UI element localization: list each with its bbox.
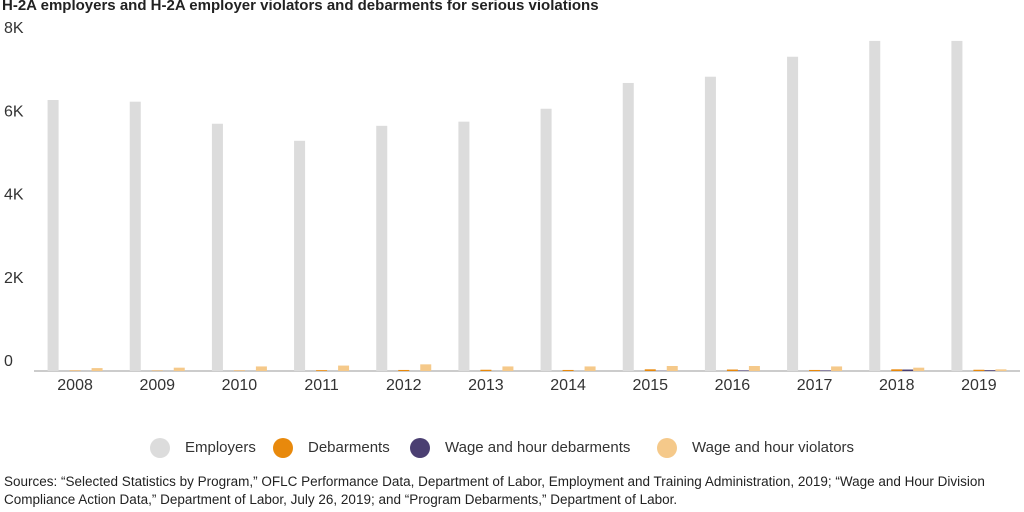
bar <box>458 121 470 371</box>
bar <box>869 40 881 371</box>
x-tick-label: 2009 <box>139 377 175 394</box>
x-tick-label: 2011 <box>304 377 339 394</box>
x-tick-label: 2017 <box>797 377 833 394</box>
legend-label: Wage and hour debarments <box>445 439 630 456</box>
bar <box>820 370 832 371</box>
bar <box>91 368 103 371</box>
legend-label: Employers <box>185 439 256 456</box>
bar <box>644 369 656 371</box>
x-tick-label: 2019 <box>961 377 997 394</box>
bar <box>902 369 914 371</box>
bar <box>737 370 749 371</box>
bar <box>376 125 388 371</box>
x-tick-label: 2013 <box>468 377 504 394</box>
x-tick-label: 2008 <box>57 377 93 394</box>
legend-swatch <box>150 438 170 458</box>
bar <box>984 370 996 371</box>
bar <box>173 367 185 371</box>
bar <box>995 369 1007 371</box>
x-tick-label: 2016 <box>715 377 751 394</box>
bar <box>420 364 432 371</box>
y-tick-label: 2K <box>4 270 24 287</box>
bar <box>666 366 678 371</box>
y-tick-label: 6K <box>4 103 24 120</box>
legend-label: Debarments <box>308 439 390 456</box>
bar <box>398 369 410 371</box>
x-tick-label: 2010 <box>222 377 258 394</box>
legend-swatch <box>273 438 293 458</box>
bar <box>338 365 350 371</box>
bar <box>951 40 963 371</box>
bar <box>704 76 716 372</box>
bar <box>726 369 738 371</box>
bar <box>540 108 552 371</box>
bar <box>831 366 843 371</box>
bar <box>787 56 799 371</box>
x-tick-label: 2015 <box>632 377 668 394</box>
bar <box>480 369 492 371</box>
bar <box>47 100 59 372</box>
legend-swatch <box>410 438 430 458</box>
bar <box>913 367 925 371</box>
bar <box>748 366 760 371</box>
legend-swatch <box>657 438 677 458</box>
bar <box>584 366 596 371</box>
bar <box>211 123 223 371</box>
source-note: Sources: “Selected Statistics by Program… <box>4 474 985 507</box>
bar <box>316 370 328 371</box>
bar <box>294 140 306 371</box>
chart-title: H-2A employers and H-2A employer violato… <box>2 0 599 14</box>
chart: H-2A employers and H-2A employer violato… <box>2 0 1020 458</box>
bar <box>973 369 985 371</box>
bar <box>255 366 267 371</box>
x-tick-label: 2014 <box>550 377 586 394</box>
bar <box>502 366 514 371</box>
bar <box>891 369 903 371</box>
bar <box>622 82 634 371</box>
x-tick-label: 2018 <box>879 377 915 394</box>
legend-label: Wage and hour violators <box>692 439 854 456</box>
bar <box>129 101 141 371</box>
bar <box>809 369 821 371</box>
x-tick-label: 2012 <box>386 377 422 394</box>
y-tick-label: 4K <box>4 187 24 204</box>
bar <box>562 369 574 371</box>
y-tick-label: 0 <box>4 353 13 370</box>
y-tick-label: 8K <box>4 20 24 37</box>
